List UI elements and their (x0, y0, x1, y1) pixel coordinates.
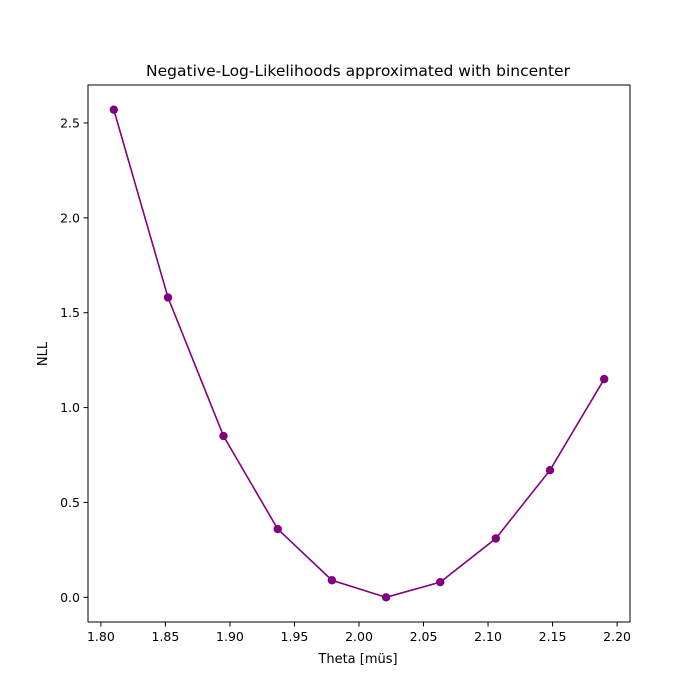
x-tick-label: 1.90 (216, 629, 244, 644)
data-point (491, 534, 500, 543)
data-point (273, 524, 282, 534)
y-tick-label: 0.0 (60, 590, 80, 605)
data-point (545, 465, 555, 475)
y-tick-label: 1.0 (60, 400, 80, 415)
y-tick-label: 2.5 (60, 115, 80, 130)
data-point (109, 105, 119, 114)
chart-title: Negative-Log-Likelihoods approximated wi… (146, 62, 571, 80)
data-point (599, 374, 609, 384)
data-point (163, 293, 173, 302)
plot-area: 1.80 1.85 1.90 1.95 2.00 2.05 2.10 2.15 2.20 0.0 0… (60, 84, 631, 644)
x-tick-label: 1.80 (87, 629, 115, 644)
x-tick-label: 2.15 (539, 629, 567, 644)
y-tick-label: 1.5 (60, 305, 80, 320)
axes-frame (87, 84, 631, 623)
y-axis-label: NLL (36, 341, 51, 366)
y-tick-label: 0.5 (60, 495, 80, 510)
x-tick-label: 2.10 (474, 629, 502, 644)
x-tick-label: 1.95 (281, 629, 309, 644)
data-point (436, 577, 445, 587)
data-point (381, 593, 391, 602)
data-point (219, 431, 228, 441)
x-tick-label: 2.05 (410, 629, 438, 644)
data-point (327, 576, 337, 585)
x-tick-label: 1.85 (152, 629, 180, 644)
x-axis-label: Theta [müs] (317, 652, 397, 667)
series-line (113, 109, 605, 599)
x-tick-label: 2.00 (345, 629, 373, 644)
x-tick-label: 2.20 (603, 629, 631, 644)
y-tick-label: 2.0 (60, 210, 80, 225)
